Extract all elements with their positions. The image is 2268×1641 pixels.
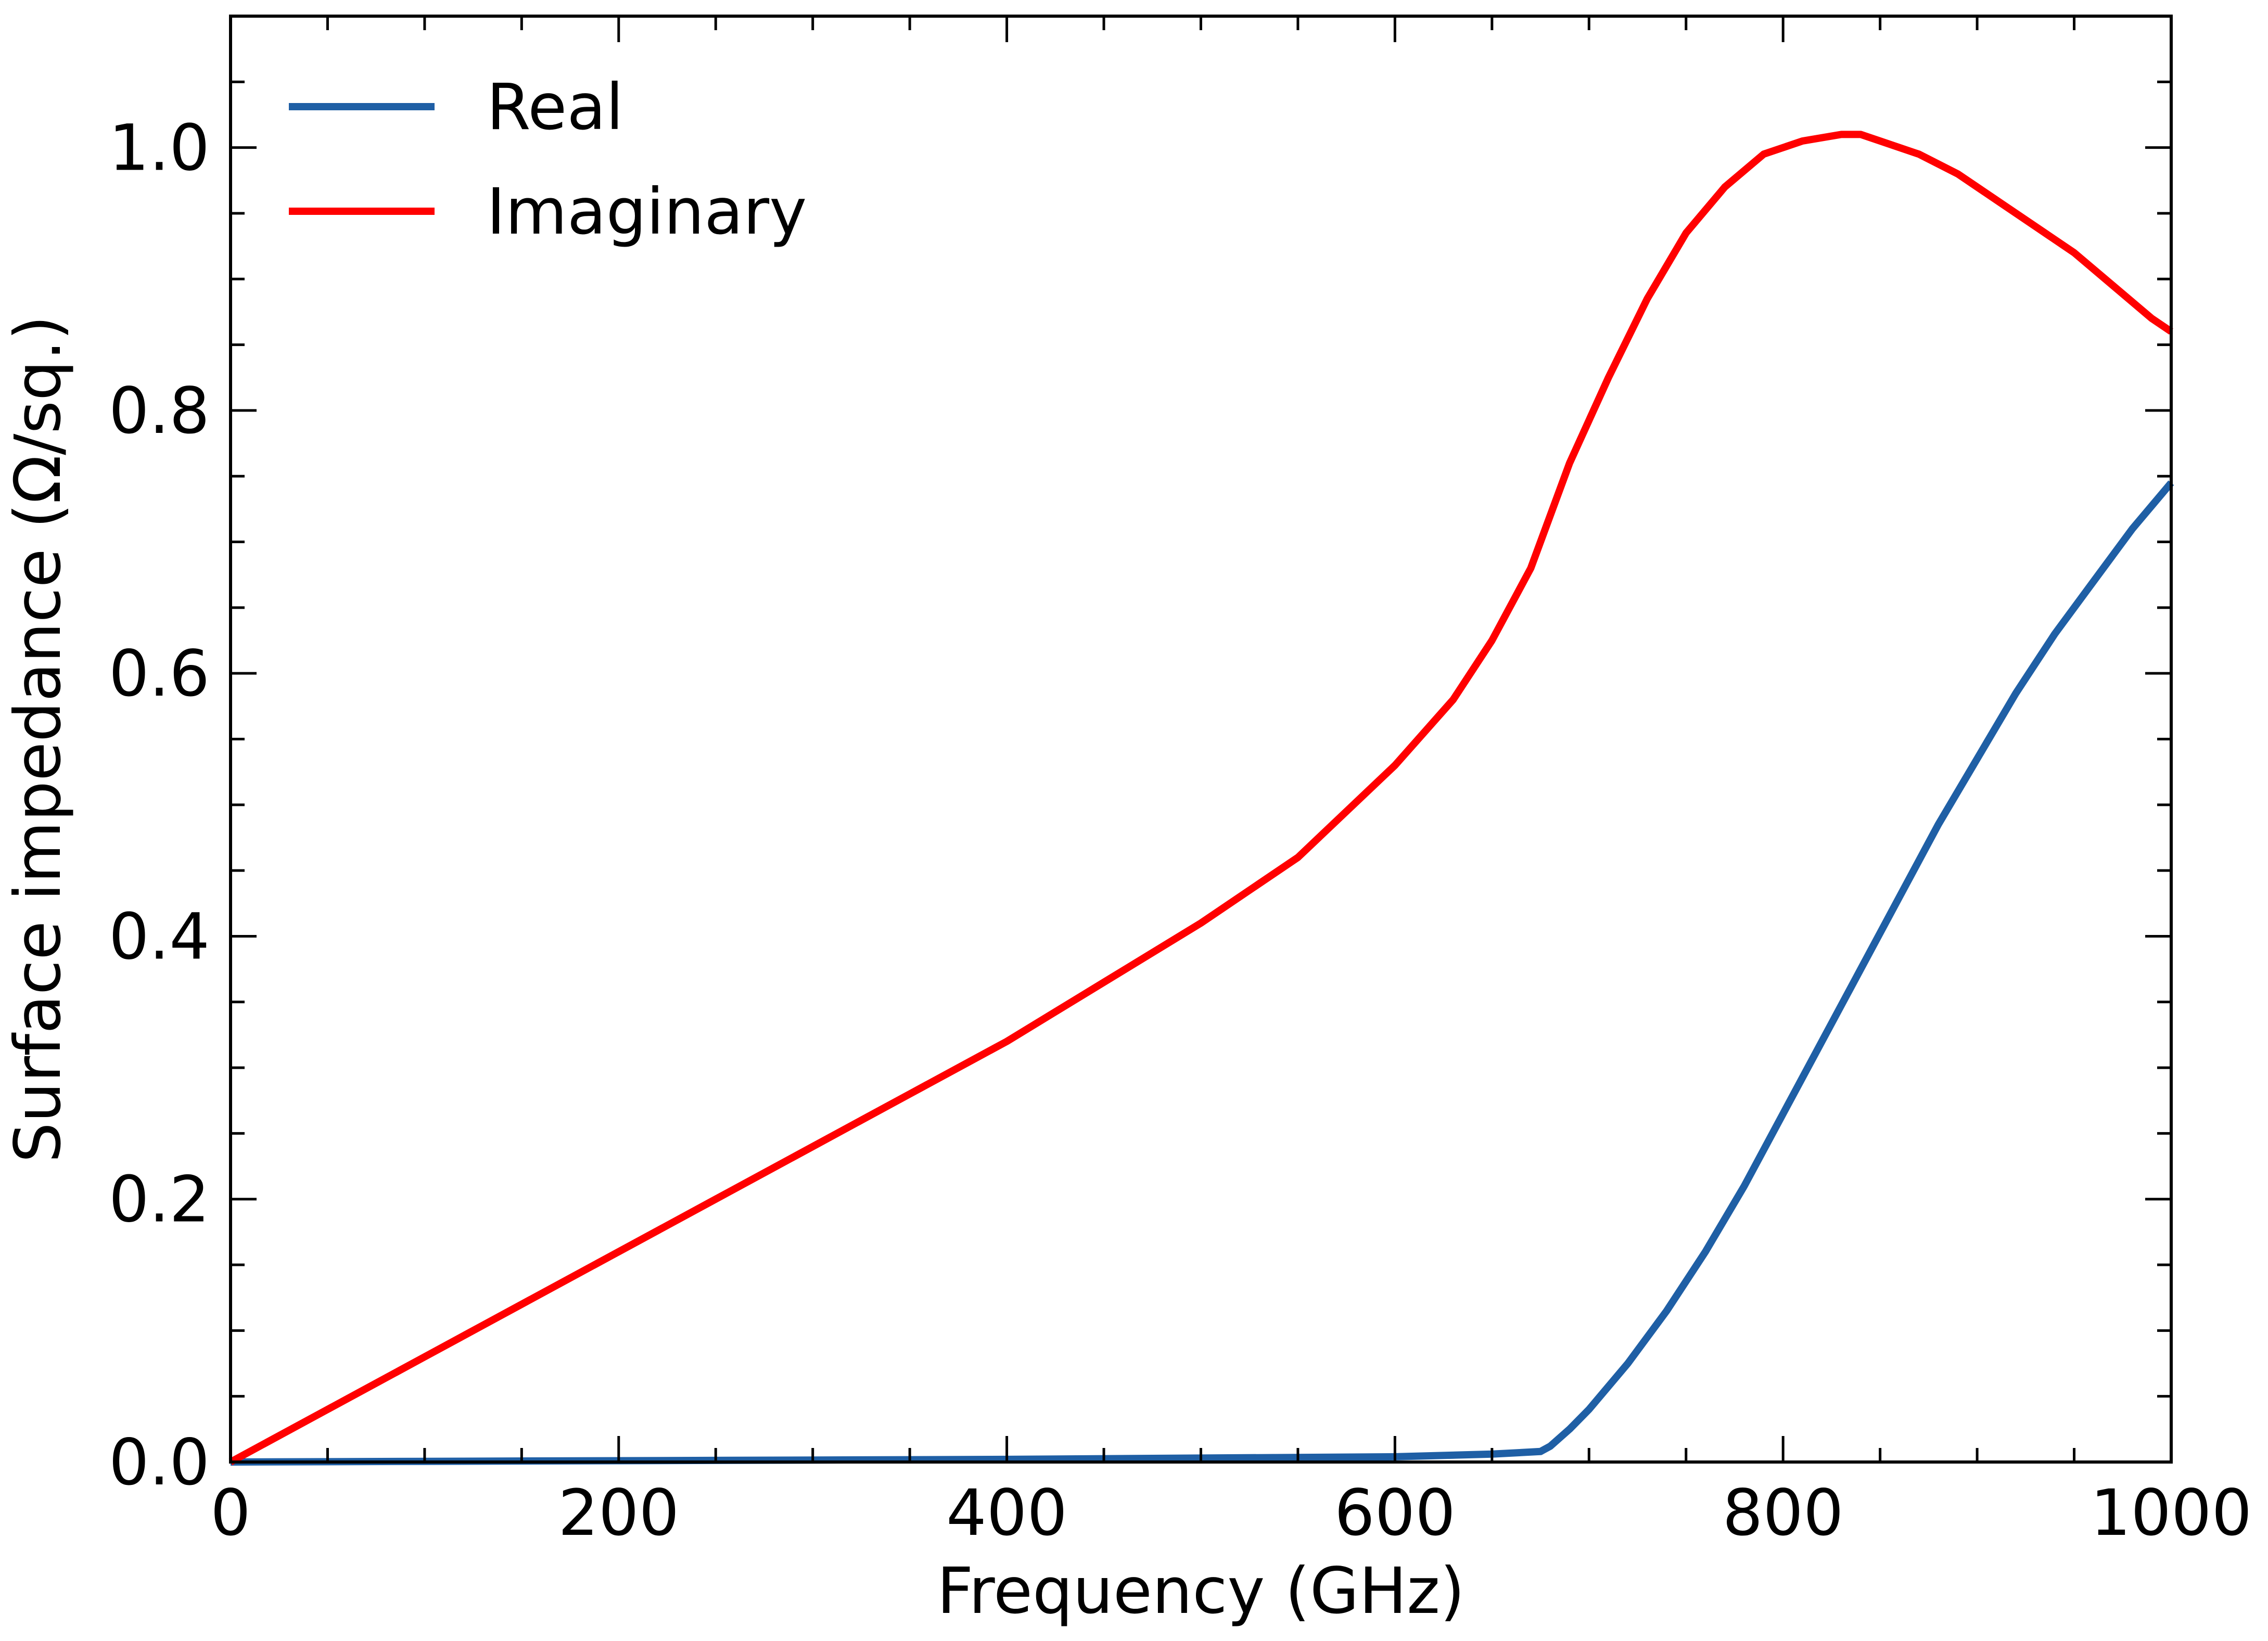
legend-label-real: Real <box>487 70 623 144</box>
legend: Real Imaginary <box>289 70 807 249</box>
y-tick-label: 0.6 <box>109 637 210 711</box>
x-axis-label: Frequency (GHz) <box>937 1554 1465 1628</box>
x-tick-label: 400 <box>946 1476 1067 1550</box>
x-tick-label: 1000 <box>2091 1476 2252 1550</box>
series-line-imaginary <box>228 131 2173 1466</box>
y-tick-label: 1.0 <box>109 111 210 185</box>
y-tick-label: 0.2 <box>109 1163 210 1237</box>
x-tick-label: 800 <box>1723 1476 1844 1550</box>
plot-frame <box>229 15 2173 1464</box>
y-tick-label: 0.8 <box>109 374 210 448</box>
y-tick-label: 0.4 <box>109 900 210 973</box>
legend-label-imaginary: Imaginary <box>487 175 807 249</box>
y-axis-label: Surface impedance (Ω/sq.) <box>1 315 75 1163</box>
series-line-real <box>230 480 2174 1466</box>
tick-labels: 0 200 400 600 800 1000 0.0 0.2 0.4 0.6 0.8 1.0 <box>109 111 2252 1550</box>
x-tick-label: 200 <box>558 1476 679 1550</box>
y-tick-label: 0.0 <box>109 1426 210 1499</box>
x-tick-label: 0 <box>210 1476 251 1550</box>
series-layer <box>228 131 2174 1466</box>
x-tick-label: 600 <box>1334 1476 1456 1550</box>
